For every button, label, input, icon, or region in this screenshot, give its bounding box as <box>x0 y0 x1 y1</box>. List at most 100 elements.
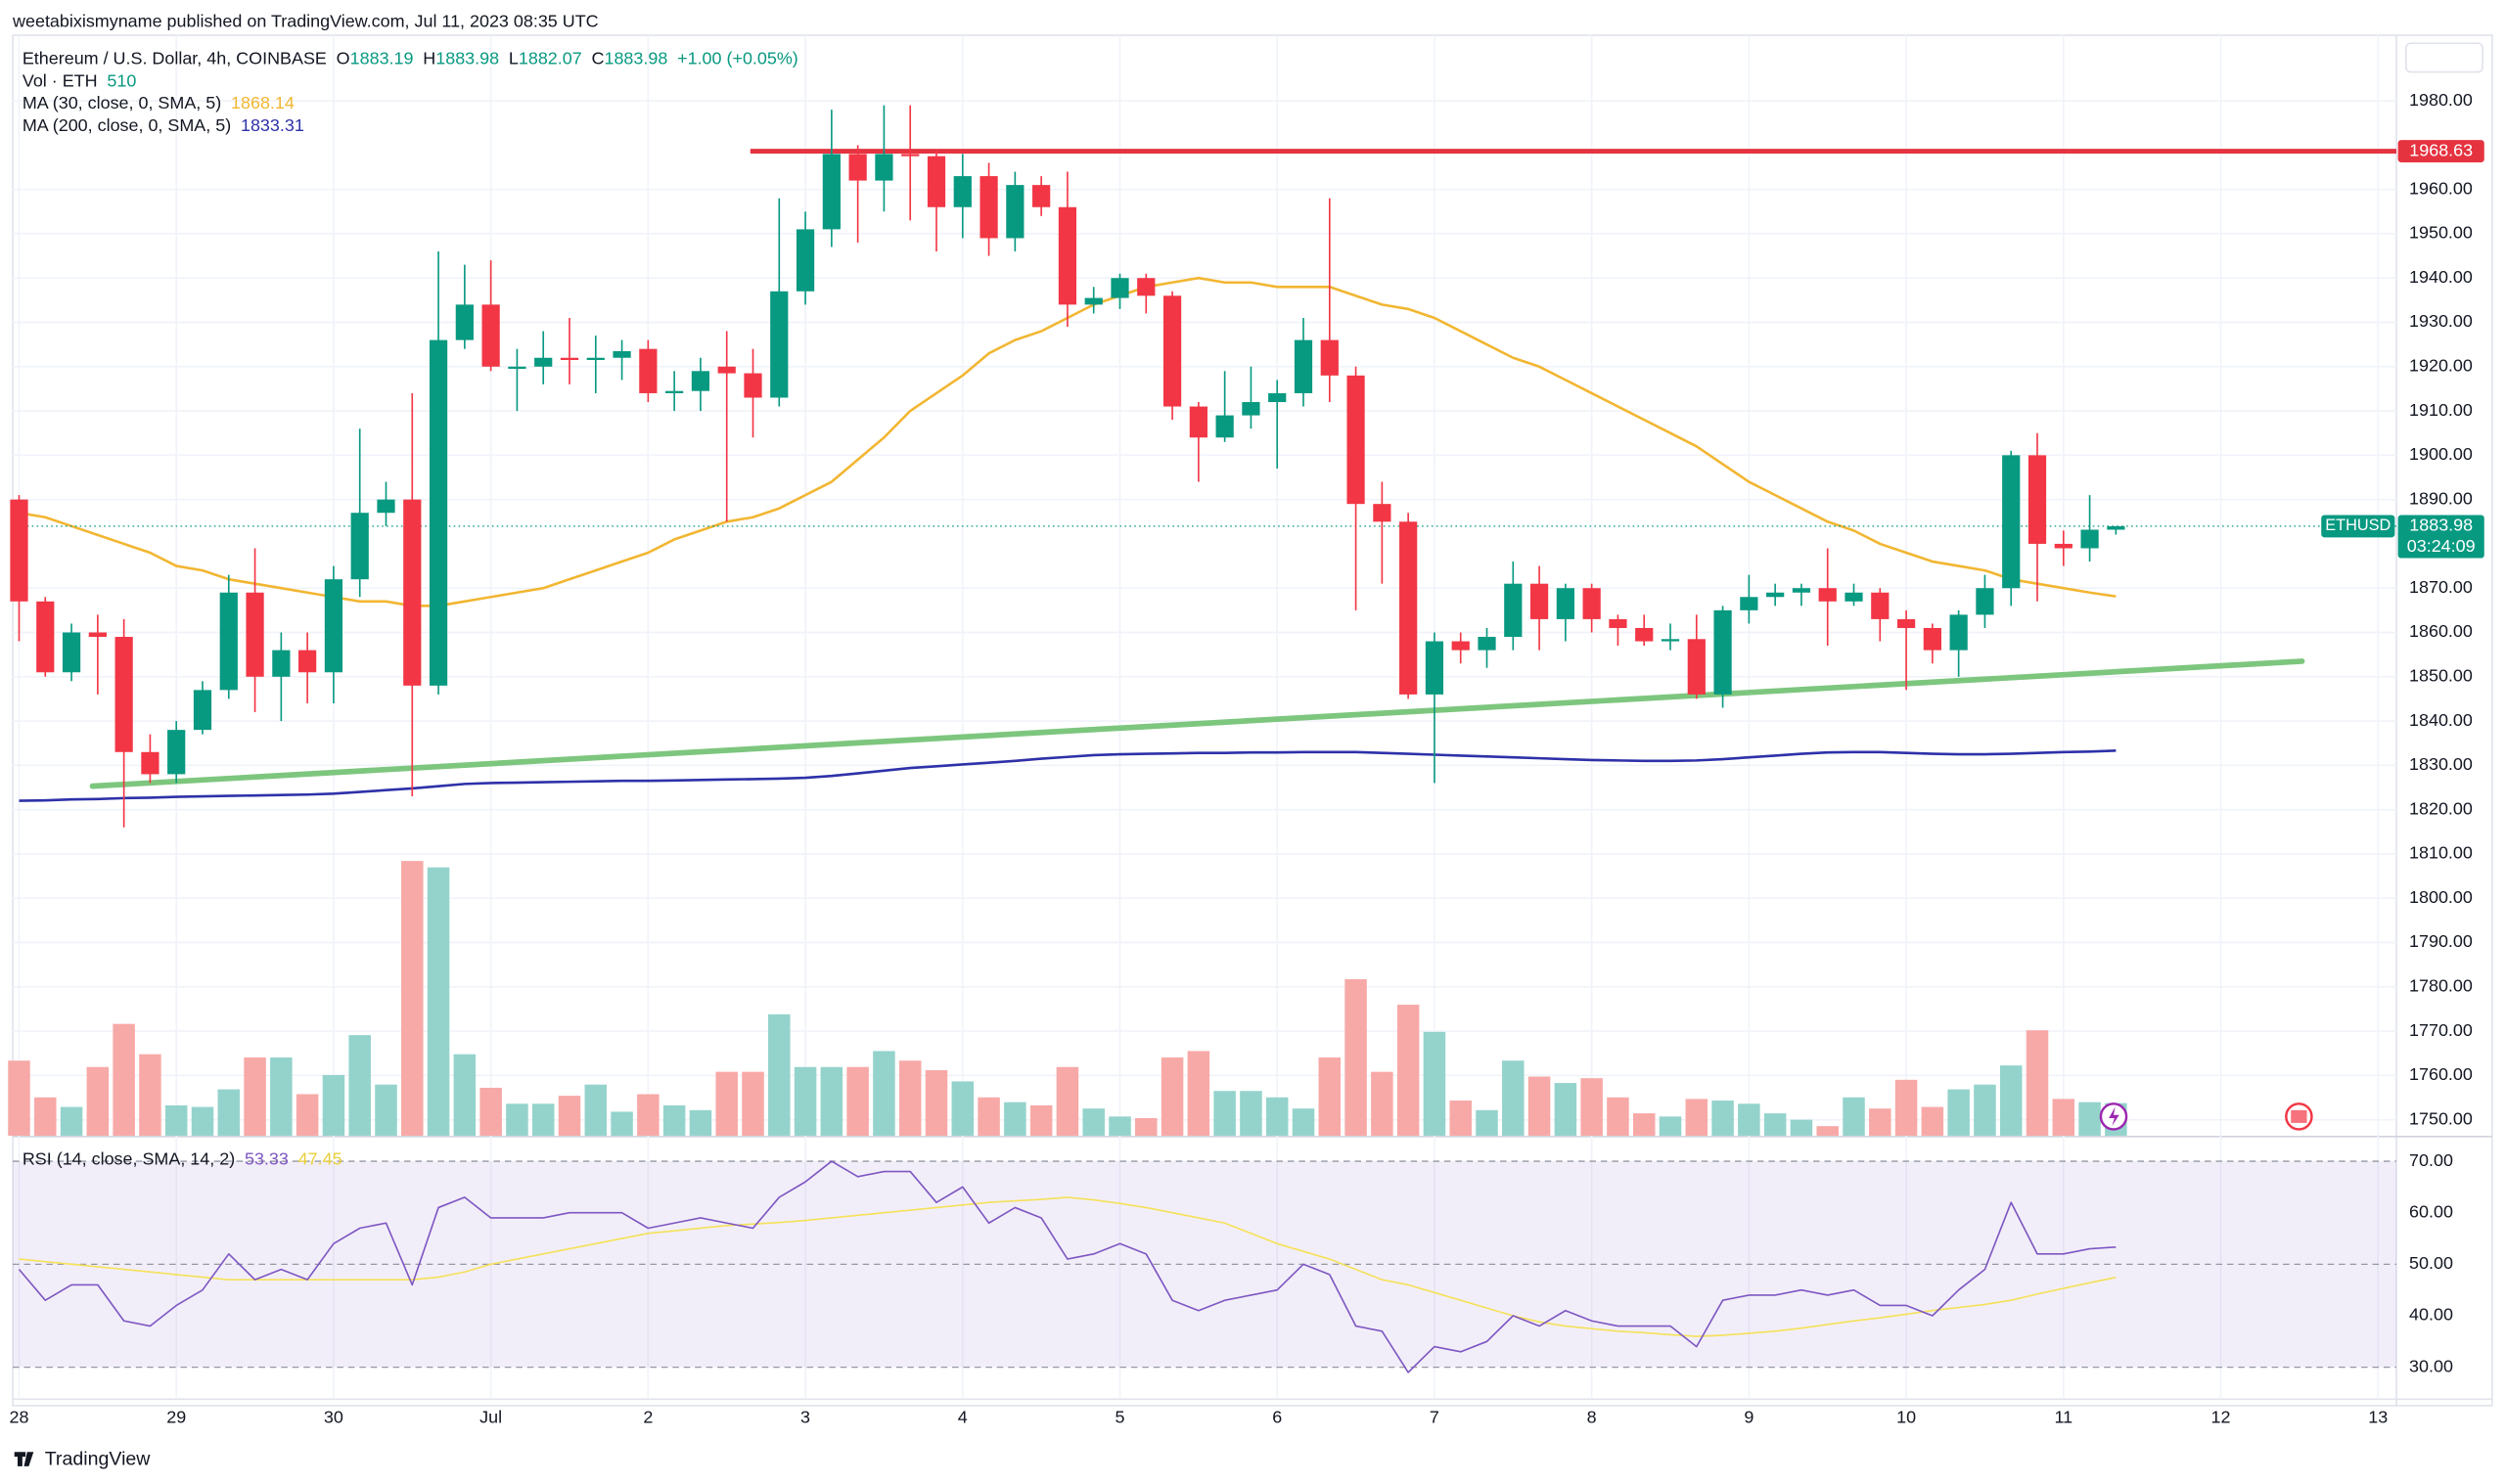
volume-bar <box>1790 1119 1813 1136</box>
candle-body <box>1766 592 1785 598</box>
volume-bar <box>768 1013 791 1136</box>
y-tick-label: 1950.00 <box>2409 223 2473 243</box>
candle-body <box>167 730 186 775</box>
candle-body <box>1635 627 1654 642</box>
candle-body <box>2054 543 2072 549</box>
volume-bar <box>1187 1051 1210 1136</box>
y-tick-label: 1900.00 <box>2409 444 2473 464</box>
volume-bar <box>1527 1076 1551 1136</box>
high-value: 1883.98 <box>435 48 499 67</box>
volume-bar <box>898 1060 922 1136</box>
volume-bar <box>1921 1106 1944 1136</box>
ma30-value: 1868.14 <box>231 93 295 112</box>
volume-bar <box>1161 1057 1184 1136</box>
legend-ma30: MA (30, close, 0, SMA, 5) 1868.14 <box>23 93 295 112</box>
volume-bar <box>113 1023 135 1136</box>
y-tick-label: 1940.00 <box>2409 267 2473 287</box>
volume-bar <box>1082 1108 1105 1136</box>
candle-body <box>613 350 631 358</box>
scale-button[interactable] <box>2404 42 2483 73</box>
volume-bar <box>191 1106 214 1136</box>
volume-bar <box>978 1097 1000 1136</box>
candle-body <box>114 637 133 752</box>
y-tick-label: 1890.00 <box>2409 488 2473 508</box>
candle-body <box>1609 618 1627 628</box>
candle-body <box>770 291 789 398</box>
legend-rsi: RSI (14, close, SMA, 14, 2) 53.33 47.45 <box>23 1148 342 1168</box>
ohlc-label: H <box>423 48 435 67</box>
volume-bar <box>1554 1083 1577 1136</box>
symbol-tag-label: ETHUSD <box>2325 517 2391 534</box>
candle-body <box>1582 588 1601 619</box>
candle-body <box>1111 278 1129 298</box>
volume-bar <box>1449 1101 1472 1136</box>
candle-body <box>272 650 291 677</box>
candle-body <box>219 592 238 691</box>
y-tick-label: 1770.00 <box>2409 1020 2473 1040</box>
volume-bar <box>296 1094 319 1136</box>
volume-bar <box>2052 1099 2075 1136</box>
brand-logo <box>14 1452 34 1466</box>
x-tick-label: 29 <box>166 1408 186 1427</box>
candle-body <box>246 592 264 677</box>
volume-bar <box>715 1071 738 1136</box>
x-tick-label: 5 <box>1116 1408 1125 1427</box>
volume-bar <box>479 1087 502 1136</box>
candle-body <box>1871 592 1890 619</box>
volume-bar <box>637 1094 660 1136</box>
x-tick-label: 4 <box>958 1408 968 1427</box>
x-tick-label: 12 <box>2211 1408 2231 1427</box>
volume-bar <box>1659 1116 1682 1136</box>
candle-body <box>2080 529 2099 549</box>
legend-ma200: MA (200, close, 0, SMA, 5) 1833.31 <box>23 115 304 135</box>
volume-bar <box>348 1035 371 1136</box>
price-tag <box>2397 515 2484 559</box>
candle-body <box>796 229 815 292</box>
volume-bar <box>1292 1108 1315 1136</box>
volume-bar <box>8 1060 30 1136</box>
candle-body <box>2027 455 2047 544</box>
candle-body <box>1399 521 1418 695</box>
y-tick-label: 1860.00 <box>2409 621 2473 641</box>
y-tick-label: 1920.00 <box>2409 356 2473 376</box>
volume-bar <box>322 1074 345 1136</box>
volume-bar <box>1974 1084 1996 1136</box>
volume-bar <box>1396 1005 1420 1136</box>
candle-body <box>979 176 998 239</box>
volume-bar <box>1738 1103 1760 1136</box>
x-tick-label: 7 <box>1430 1408 1439 1427</box>
candle-body <box>2107 525 2125 530</box>
candle-body <box>927 156 946 207</box>
published-note: weetabixismyname published on TradingVie… <box>12 12 599 31</box>
rsi-value: 53.33 <box>245 1148 289 1168</box>
volume-bar <box>1318 1057 1342 1136</box>
rsi-ma-line <box>19 1196 2117 1337</box>
volume-bar <box>951 1081 975 1136</box>
rsi-tick-label: 50.00 <box>2409 1253 2453 1273</box>
candle-body <box>1661 639 1680 642</box>
ma30-label: MA (30, close, 0, SMA, 5) <box>23 93 221 112</box>
volume-bar <box>1213 1091 1236 1136</box>
rsi-tick-label: 60.00 <box>2409 1201 2453 1221</box>
volume-bar <box>611 1111 633 1136</box>
candle-body <box>1949 614 1968 651</box>
candle-body <box>1032 185 1051 207</box>
x-tick-label: 6 <box>1272 1408 1282 1427</box>
volume-bar <box>558 1096 581 1136</box>
volume-label: Vol · ETH <box>23 70 98 90</box>
volume-bar <box>1135 1117 1158 1136</box>
rsi-label: RSI (14, close, SMA, 14, 2) <box>23 1148 235 1168</box>
volume-bar <box>1344 978 1367 1136</box>
volume-bar <box>86 1066 110 1136</box>
resistance-tag-label: 1968.63 <box>2409 140 2473 159</box>
volume-bar <box>689 1109 712 1136</box>
y-tick-label: 1820.00 <box>2409 798 2473 818</box>
ma200-line <box>19 749 2117 802</box>
candle-body <box>403 499 422 686</box>
candle-body <box>1556 588 1574 619</box>
rsi-tick-label: 30.00 <box>2409 1356 2453 1375</box>
ohlc-label: C <box>592 48 605 67</box>
candle-body <box>1792 588 1811 593</box>
candle-body <box>1504 583 1523 638</box>
